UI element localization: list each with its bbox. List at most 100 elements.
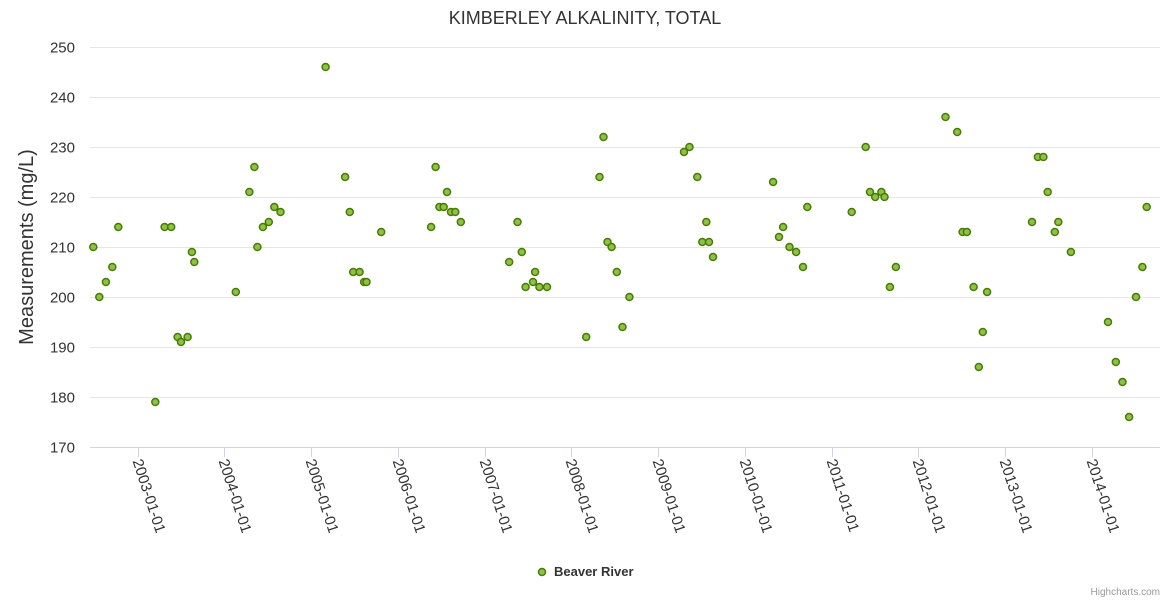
data-point[interactable] <box>521 282 530 292</box>
data-point[interactable] <box>231 287 241 297</box>
data-point[interactable] <box>456 217 466 227</box>
data-point[interactable] <box>693 172 702 182</box>
data-point[interactable] <box>941 112 950 122</box>
data-point[interactable] <box>1142 202 1151 212</box>
data-point[interactable] <box>1103 317 1113 327</box>
data-point[interactable] <box>376 227 386 237</box>
data-point[interactable] <box>101 277 111 287</box>
x-tick-label: 2009-01-01 <box>649 457 689 535</box>
data-point[interactable] <box>768 177 778 187</box>
data-point[interactable] <box>151 397 160 407</box>
data-point[interactable] <box>1118 377 1127 387</box>
x-tick-label: 2012-01-01 <box>909 457 949 535</box>
data-point[interactable] <box>885 282 895 292</box>
data-point[interactable] <box>114 222 123 232</box>
data-point[interactable] <box>176 337 186 347</box>
data-point[interactable] <box>618 322 627 332</box>
data-point[interactable] <box>702 217 711 227</box>
x-tick-label: 2014-01-01 <box>1083 457 1123 535</box>
data-point[interactable] <box>1039 152 1048 162</box>
data-point[interactable] <box>865 187 875 197</box>
data-point[interactable] <box>778 222 788 232</box>
legend-item-beaver-river[interactable]: Beaver River <box>554 564 634 579</box>
data-point[interactable] <box>607 242 616 252</box>
data-point[interactable] <box>870 192 880 202</box>
y-tick-label: 240 <box>50 90 75 107</box>
data-point[interactable] <box>880 192 889 202</box>
data-point[interactable] <box>791 247 801 257</box>
data-point[interactable] <box>345 207 355 217</box>
data-point[interactable] <box>340 172 350 182</box>
data-point[interactable] <box>89 242 98 252</box>
data-point[interactable] <box>978 327 988 337</box>
data-point[interactable] <box>1066 247 1076 257</box>
series-beaver-river[interactable] <box>89 62 1151 422</box>
data-point[interactable] <box>542 282 552 292</box>
data-point[interactable] <box>108 262 117 272</box>
data-point[interactable] <box>253 242 262 252</box>
data-point[interactable] <box>708 252 718 262</box>
credits-link[interactable]: Highcharts.com <box>1091 587 1160 598</box>
data-point[interactable] <box>847 207 856 217</box>
data-point[interactable] <box>952 127 962 137</box>
data-point[interactable] <box>1050 227 1060 237</box>
legend[interactable]: Beaver River <box>537 564 634 579</box>
data-point[interactable] <box>530 267 540 277</box>
data-point[interactable] <box>250 162 259 172</box>
data-point[interactable] <box>270 202 279 212</box>
data-point[interactable] <box>190 257 199 267</box>
x-tick-label: 2004-01-01 <box>215 457 255 535</box>
data-point[interactable] <box>685 142 694 152</box>
data-point[interactable] <box>982 287 992 297</box>
data-point[interactable] <box>1124 412 1134 422</box>
data-point[interactable] <box>595 172 604 182</box>
data-point[interactable] <box>439 202 448 212</box>
data-point[interactable] <box>513 217 522 227</box>
data-point[interactable] <box>861 142 870 152</box>
data-point[interactable] <box>95 292 104 302</box>
data-point[interactable] <box>612 267 622 277</box>
data-point[interactable] <box>362 277 371 287</box>
data-point[interactable] <box>974 362 984 372</box>
data-point[interactable] <box>535 282 544 292</box>
data-point[interactable] <box>962 227 972 237</box>
data-point[interactable] <box>276 207 285 217</box>
data-point[interactable] <box>183 332 192 342</box>
x-tick-label: 2007-01-01 <box>476 457 516 535</box>
data-point[interactable] <box>679 147 689 157</box>
x-tick-label: 2013-01-01 <box>996 457 1036 535</box>
data-point[interactable] <box>803 202 812 212</box>
data-point[interactable] <box>258 222 268 232</box>
data-point[interactable] <box>891 262 901 272</box>
data-point[interactable] <box>451 207 460 217</box>
data-point[interactable] <box>1043 187 1052 197</box>
data-point[interactable] <box>528 277 538 287</box>
data-point[interactable] <box>599 132 608 142</box>
legend-marker <box>537 567 547 577</box>
data-point[interactable] <box>442 187 452 197</box>
data-point[interactable] <box>426 222 436 232</box>
data-point[interactable] <box>774 232 784 242</box>
data-point[interactable] <box>625 292 634 302</box>
data-point[interactable] <box>785 242 794 252</box>
data-point[interactable] <box>704 237 714 247</box>
data-point[interactable] <box>187 247 197 257</box>
data-point[interactable] <box>166 222 176 232</box>
data-point[interactable] <box>355 267 364 277</box>
x-tick-label: 2011-01-01 <box>823 457 863 534</box>
data-point[interactable] <box>798 262 808 272</box>
data-point[interactable] <box>1131 292 1141 302</box>
data-point[interactable] <box>321 62 330 72</box>
data-point[interactable] <box>517 247 527 257</box>
data-point[interactable] <box>1027 217 1037 227</box>
data-point[interactable] <box>264 217 274 227</box>
data-point[interactable] <box>1111 357 1121 367</box>
data-point[interactable] <box>1054 217 1063 227</box>
data-point[interactable] <box>581 332 591 342</box>
data-point[interactable] <box>504 257 514 267</box>
data-point[interactable] <box>969 282 978 292</box>
data-point[interactable] <box>1138 262 1147 272</box>
data-point[interactable] <box>431 162 440 172</box>
data-point[interactable] <box>245 187 254 197</box>
x-tick-label: 2010-01-01 <box>736 457 776 535</box>
